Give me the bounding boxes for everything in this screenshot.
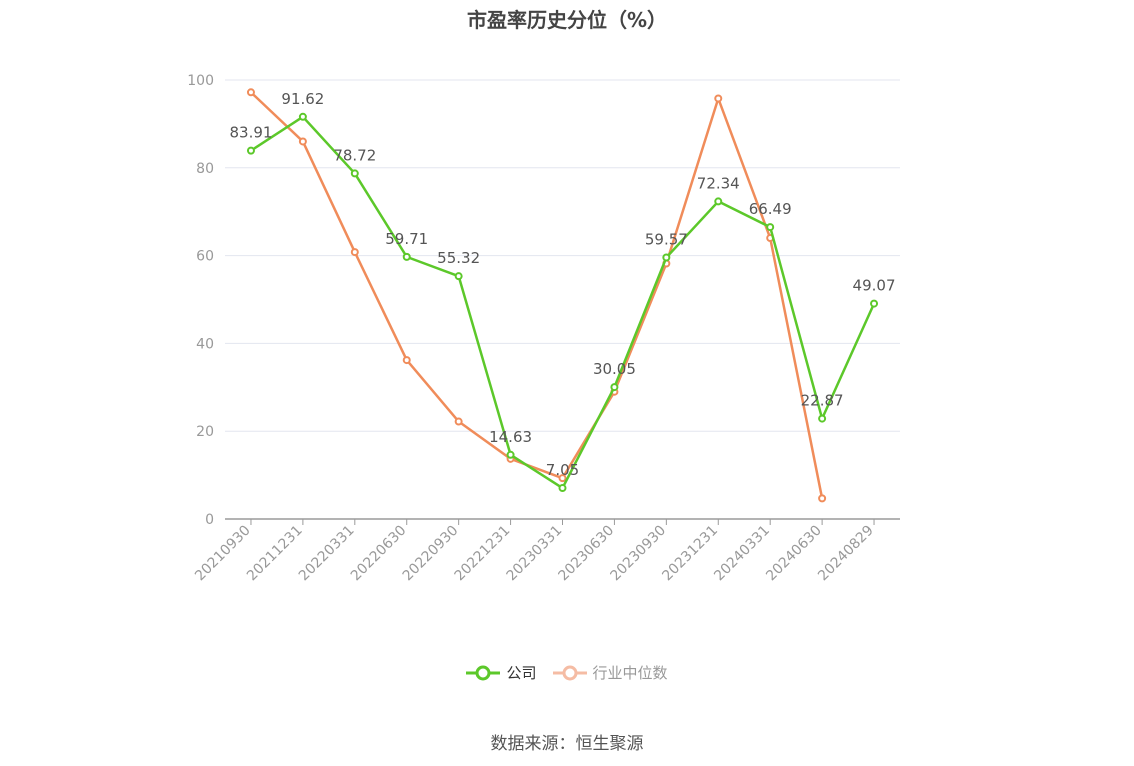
company-data-label: 59.57 <box>645 230 688 248</box>
industry-data-point <box>558 474 567 483</box>
x-tick-label: 20220930 <box>400 523 462 585</box>
company-data-point <box>870 299 879 308</box>
grid-lines <box>225 79 900 432</box>
legend-item-company[interactable]: 公司 <box>466 662 537 683</box>
company-data-point <box>558 484 567 493</box>
x-tick-label: 20240630 <box>763 523 825 585</box>
series-lines <box>246 88 879 503</box>
legend-industry-label: 行业中位数 <box>592 664 668 682</box>
company-data-point <box>766 223 775 232</box>
company-data-point <box>610 383 619 392</box>
company-series-line <box>250 115 876 490</box>
company-data-point <box>714 197 723 206</box>
company-data-point <box>298 112 307 121</box>
company-data-label: 91.62 <box>281 90 324 108</box>
company-data-label: 55.32 <box>437 249 480 267</box>
industry-data-point <box>350 248 359 257</box>
x-tick-label: 20231231 <box>659 523 721 585</box>
x-tick-label: 20240829 <box>815 523 877 585</box>
legend: 公司 行业中位数 <box>0 662 1134 683</box>
y-tick-label: 60 <box>196 249 214 265</box>
line-chart: 0204060801002021093020211231202203312022… <box>187 73 900 584</box>
x-tick-label: 20230930 <box>607 523 669 585</box>
industry-data-point <box>714 94 723 103</box>
company-data-label: 30.05 <box>593 360 636 378</box>
y-tick-label: 20 <box>196 424 214 440</box>
company-data-point <box>350 169 359 178</box>
legend-company-label: 公司 <box>506 664 537 682</box>
legend-company-line-icon <box>466 665 501 680</box>
company-data-point <box>246 146 255 155</box>
y-tick-label: 40 <box>196 336 214 352</box>
company-data-label: 66.49 <box>749 200 792 218</box>
company-data-point <box>506 450 515 459</box>
industry-data-point <box>402 356 411 365</box>
company-data-label: 78.72 <box>333 146 376 164</box>
company-data-label: 14.63 <box>489 428 532 446</box>
company-data-point <box>818 414 827 423</box>
company-data-point <box>402 252 411 261</box>
y-tick-label: 100 <box>187 73 214 89</box>
x-tick-label: 20211231 <box>244 523 306 585</box>
chart-title: 市盈率历史分位（%） <box>466 8 668 32</box>
y-tick-label: 0 <box>205 512 214 528</box>
industry-data-point <box>298 137 307 146</box>
company-data-label: 83.91 <box>229 124 272 142</box>
x-tick-label: 20220331 <box>296 523 358 585</box>
company-data-label: 22.87 <box>801 392 844 410</box>
company-data-label: 59.71 <box>385 230 428 248</box>
company-data-label: 7.05 <box>546 461 579 479</box>
x-tick-label: 20210930 <box>192 523 254 585</box>
x-tick-label: 20230630 <box>556 523 618 585</box>
axes: 0204060801002021093020211231202203312022… <box>187 73 900 584</box>
company-data-label: 49.07 <box>853 277 896 295</box>
data-labels: 83.91 91.62 78.72 59.71 55.32 14.63 7.05 30.05 5… <box>229 90 895 479</box>
industry-data-point <box>246 88 255 97</box>
y-tick-label: 80 <box>196 161 214 177</box>
x-tick-label: 20230331 <box>504 523 566 585</box>
company-data-label: 72.34 <box>697 174 740 192</box>
industry-series-line <box>250 91 824 499</box>
company-data-point <box>454 272 463 281</box>
x-tick-label: 20221231 <box>452 523 514 585</box>
x-tick-label: 20220630 <box>348 523 410 585</box>
industry-data-point <box>818 494 827 503</box>
industry-data-point <box>454 417 463 426</box>
legend-item-industry[interactable]: 行业中位数 <box>552 662 668 683</box>
x-tick-label: 20240331 <box>711 523 773 585</box>
data-source: 数据来源：恒生聚源 <box>490 734 644 754</box>
company-data-point <box>662 253 671 262</box>
legend-industry-line-icon <box>552 665 587 680</box>
